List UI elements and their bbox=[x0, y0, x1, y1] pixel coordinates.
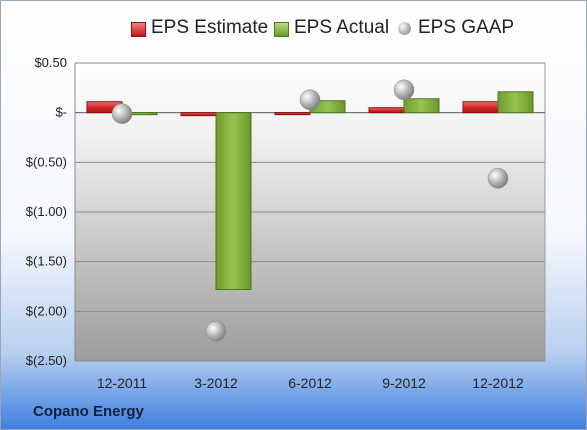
company-name: Copano Energy bbox=[33, 403, 144, 420]
bar-eps-estimate bbox=[274, 112, 311, 116]
point-eps-gaap bbox=[111, 103, 133, 124]
bar-eps-estimate bbox=[180, 112, 217, 117]
bar-eps-actual bbox=[497, 91, 534, 114]
bar-eps-estimate bbox=[368, 107, 405, 114]
bar-eps-actual bbox=[215, 112, 252, 290]
bar-eps-actual bbox=[403, 98, 440, 114]
legend-swatch-estimate bbox=[131, 22, 146, 37]
bar-eps-estimate bbox=[462, 101, 499, 114]
y-tick-label: $(1.50) bbox=[26, 254, 67, 269]
point-eps-gaap bbox=[299, 89, 321, 111]
point-eps-gaap bbox=[393, 79, 415, 101]
legend: EPS Estimate EPS Actual EPS GAAP bbox=[1, 17, 586, 43]
legend-label-actual: EPS Actual bbox=[294, 17, 390, 38]
x-tick-label: 3-2012 bbox=[194, 375, 238, 391]
legend-label-gaap: EPS GAAP bbox=[418, 17, 515, 38]
y-tick-label: $0.50 bbox=[34, 55, 67, 70]
legend-swatch-gaap bbox=[398, 22, 411, 35]
y-tick-label: $(0.50) bbox=[26, 154, 67, 169]
point-eps-gaap bbox=[487, 167, 509, 189]
x-tick-label: 6-2012 bbox=[288, 375, 332, 391]
y-tick-label: $(1.00) bbox=[26, 204, 67, 219]
legend-label-estimate: EPS Estimate bbox=[151, 17, 269, 38]
x-tick-label: 12-2011 bbox=[97, 375, 148, 391]
y-tick-label: $(2.50) bbox=[26, 353, 67, 368]
x-tick-label: 12-2012 bbox=[472, 375, 524, 391]
y-axis-ticks: $0.50 $- $(0.50) $(1.00) $(1.50) $(2.00) $(2.5… bbox=[26, 55, 67, 368]
y-tick-label: $(2.00) bbox=[26, 303, 67, 318]
legend-swatch-actual bbox=[274, 22, 289, 37]
gaap-points bbox=[111, 79, 509, 342]
bars bbox=[86, 91, 534, 290]
point-eps-gaap bbox=[205, 320, 227, 342]
y-tick-label: $- bbox=[55, 105, 67, 120]
x-tick-label: 9-2012 bbox=[382, 375, 426, 391]
x-axis-ticks: 12-2011 3-2012 6-2012 9-2012 12-2012 bbox=[97, 375, 524, 391]
